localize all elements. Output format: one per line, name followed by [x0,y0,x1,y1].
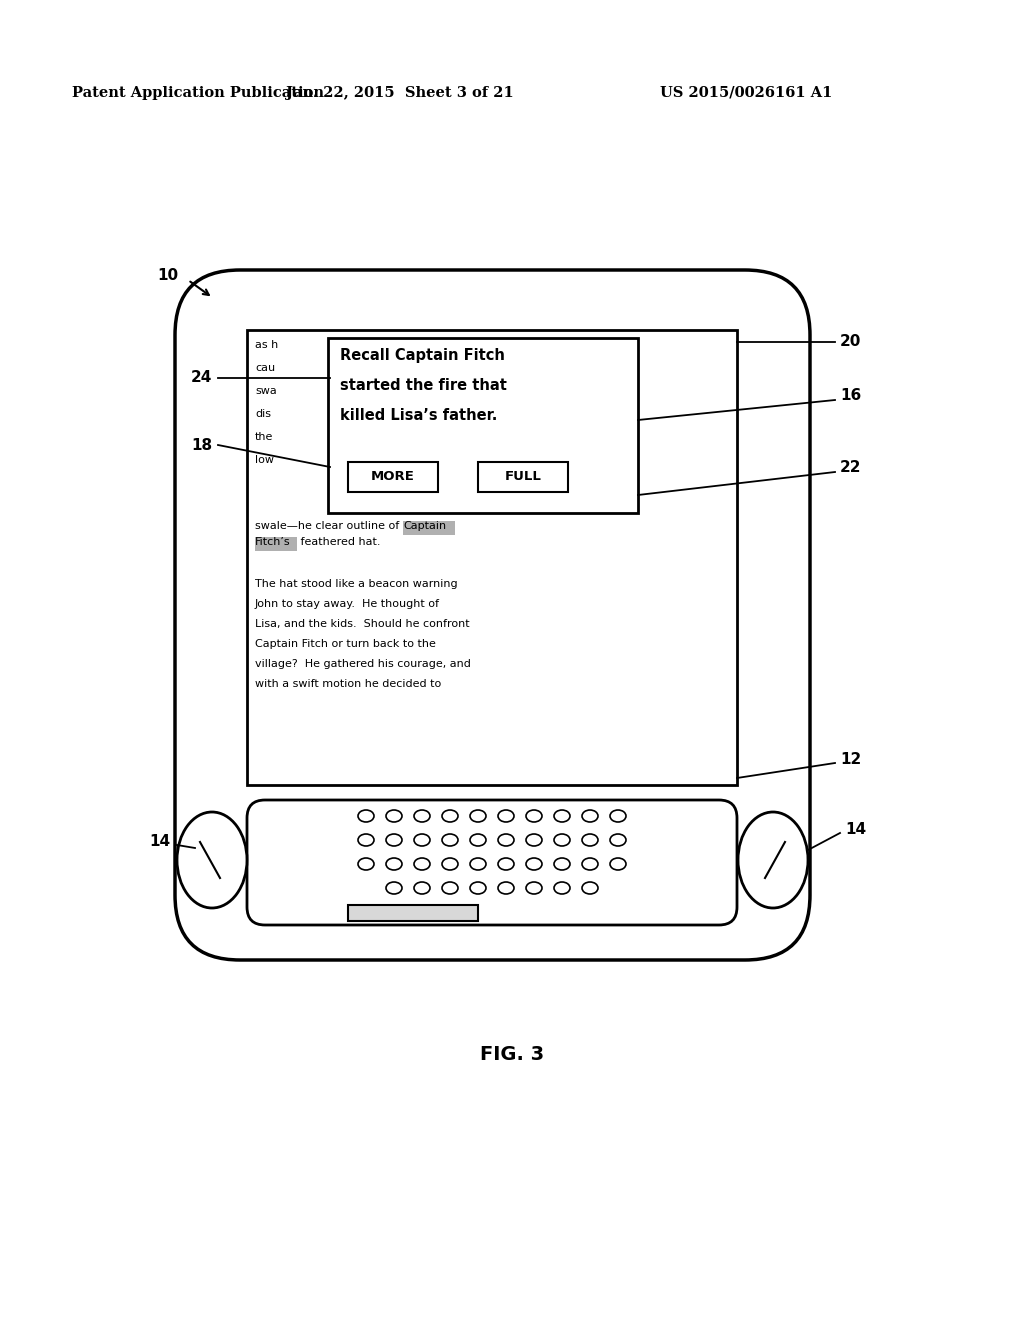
Text: 20: 20 [840,334,861,350]
Ellipse shape [442,858,458,870]
Ellipse shape [358,834,374,846]
Bar [255,537,297,550]
Ellipse shape [498,834,514,846]
Text: Jan. 22, 2015  Sheet 3 of 21: Jan. 22, 2015 Sheet 3 of 21 [286,86,514,100]
Text: 14: 14 [148,834,170,850]
Ellipse shape [582,810,598,822]
Ellipse shape [414,858,430,870]
Text: Lisa, and the kids.  Should he confront: Lisa, and the kids. Should he confront [255,619,470,630]
Ellipse shape [498,882,514,894]
Text: Patent Application Publication: Patent Application Publication [72,86,324,100]
Ellipse shape [386,834,402,846]
Ellipse shape [610,834,626,846]
Ellipse shape [610,810,626,822]
Text: US 2015/0026161 A1: US 2015/0026161 A1 [660,86,833,100]
Text: the: the [255,432,273,442]
Ellipse shape [498,858,514,870]
Ellipse shape [414,882,430,894]
Ellipse shape [526,810,542,822]
Text: cau: cau [255,363,275,374]
Ellipse shape [414,834,430,846]
Text: 14: 14 [845,822,866,837]
Bar [403,521,455,535]
Ellipse shape [582,834,598,846]
Ellipse shape [554,834,570,846]
Ellipse shape [442,810,458,822]
Text: with a swift motion he decided to: with a swift motion he decided to [255,678,441,689]
Text: 22: 22 [840,461,861,475]
Ellipse shape [442,882,458,894]
Ellipse shape [526,858,542,870]
Text: John to stay away.  He thought of: John to stay away. He thought of [255,599,440,609]
Ellipse shape [470,834,486,846]
Ellipse shape [386,858,402,870]
Ellipse shape [470,882,486,894]
Text: FIG. 3: FIG. 3 [480,1045,544,1064]
Ellipse shape [358,810,374,822]
Text: swale—he clear outline of: swale—he clear outline of [255,521,402,531]
Ellipse shape [442,834,458,846]
Ellipse shape [582,882,598,894]
Text: started the fire that: started the fire that [340,378,507,393]
Bar [247,330,737,785]
Ellipse shape [526,834,542,846]
Text: MORE: MORE [371,470,415,483]
Text: FULL: FULL [505,470,542,483]
Ellipse shape [582,858,598,870]
Ellipse shape [414,810,430,822]
Text: low: low [255,455,274,465]
Text: village?  He gathered his courage, and: village? He gathered his courage, and [255,659,471,669]
Text: Fitch’s: Fitch’s [255,537,291,546]
Ellipse shape [386,882,402,894]
Text: The hat stood like a beacon warning: The hat stood like a beacon warning [255,579,458,589]
Bar [328,338,638,513]
Text: feathered hat.: feathered hat. [297,537,381,546]
Text: dis: dis [255,409,271,418]
Text: as h: as h [255,341,279,350]
Text: 18: 18 [190,437,212,453]
Bar [348,906,478,921]
Text: 10: 10 [157,268,178,282]
Ellipse shape [610,858,626,870]
Text: Captain Fitch or turn back to the: Captain Fitch or turn back to the [255,639,436,649]
Bar [348,462,438,492]
Ellipse shape [470,810,486,822]
Text: killed Lisa’s father.: killed Lisa’s father. [340,408,498,422]
Text: Recall Captain Fitch: Recall Captain Fitch [340,348,505,363]
Ellipse shape [554,810,570,822]
Text: 12: 12 [840,752,861,767]
Ellipse shape [358,858,374,870]
Ellipse shape [526,882,542,894]
Ellipse shape [738,812,808,908]
Text: 16: 16 [840,388,861,403]
Ellipse shape [554,858,570,870]
FancyBboxPatch shape [175,271,810,960]
Ellipse shape [498,810,514,822]
Ellipse shape [177,812,247,908]
Ellipse shape [386,810,402,822]
Ellipse shape [470,858,486,870]
Text: swa: swa [255,385,276,396]
Bar [478,462,568,492]
Ellipse shape [554,882,570,894]
FancyBboxPatch shape [247,800,737,925]
Text: 24: 24 [190,371,212,385]
Text: Captain: Captain [403,521,446,531]
